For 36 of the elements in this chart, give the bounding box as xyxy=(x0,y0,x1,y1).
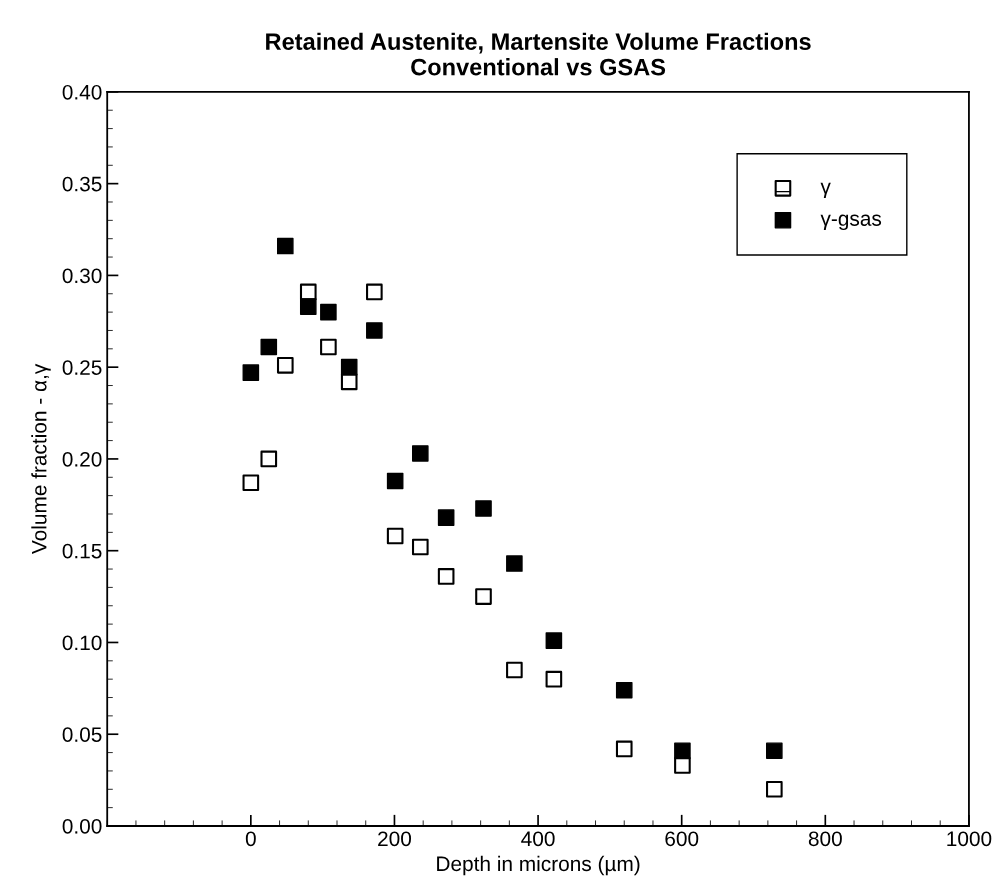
point xyxy=(299,298,317,315)
point xyxy=(320,303,337,321)
point xyxy=(242,364,260,381)
y-tick-label: 0.25 xyxy=(62,360,102,375)
point xyxy=(766,742,783,760)
point xyxy=(412,445,429,462)
x-tick-label: 800 xyxy=(808,831,842,847)
y-tick-label: 0.00 xyxy=(62,818,102,834)
point xyxy=(386,472,404,490)
y-tick-label: 0.35 xyxy=(62,176,102,192)
point xyxy=(277,237,294,255)
point xyxy=(506,555,523,572)
y-tick-label: 0.30 xyxy=(62,268,102,284)
point xyxy=(340,358,358,376)
y-tick-label: 0.15 xyxy=(62,543,102,559)
legend-label: γ-gsas xyxy=(820,214,882,231)
y-axis-title: Volume fraction - α,γ xyxy=(31,363,51,555)
x-tick-label: 200 xyxy=(378,831,412,847)
point xyxy=(437,509,455,526)
y-tick-label: 0.10 xyxy=(62,635,102,651)
legend-label: γ xyxy=(820,182,831,199)
y-tick-label: 0.40 xyxy=(62,84,102,100)
y-tick-label: 0.20 xyxy=(62,451,102,467)
point xyxy=(545,632,563,649)
x-tick-label: 1000 xyxy=(947,831,992,847)
chart-title: Retained Austenite, Martensite Volume Fractions Conventional vs GSAS xyxy=(266,32,811,76)
x-axis-title: Depth in microns (µm) xyxy=(437,855,640,876)
x-tick-label: 400 xyxy=(521,831,555,847)
x-tick-label: 0 xyxy=(245,831,256,847)
x-tick-label: 600 xyxy=(665,831,699,847)
point xyxy=(615,681,633,699)
y-tick-label: 0.05 xyxy=(62,727,102,742)
point xyxy=(366,322,383,339)
point xyxy=(260,338,278,356)
point xyxy=(475,500,492,517)
point xyxy=(674,742,691,760)
